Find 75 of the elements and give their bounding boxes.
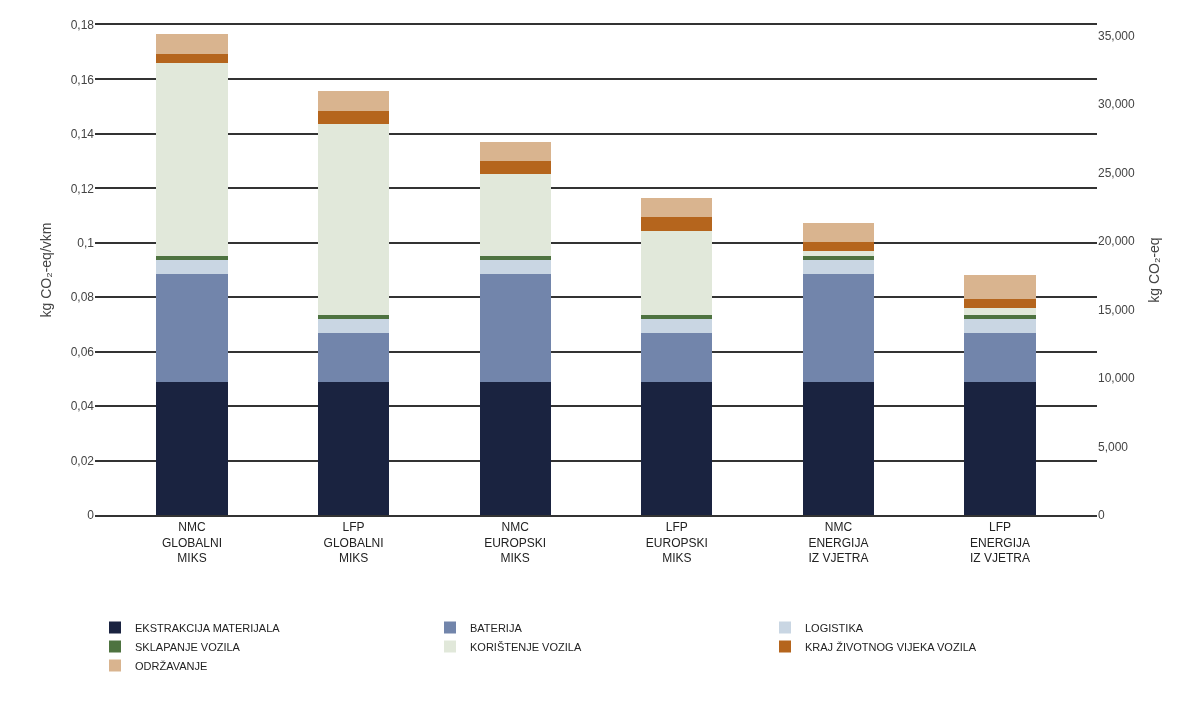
bar <box>156 260 228 275</box>
bar <box>802 274 874 382</box>
bar <box>156 54 228 63</box>
bar <box>156 381 228 515</box>
bar <box>802 260 874 275</box>
bar <box>964 308 1036 315</box>
y-axis-title: kg CO₂-eq/vkm <box>38 222 55 318</box>
bar <box>641 314 713 319</box>
y2-tick-label: 30,000 <box>1098 97 1136 112</box>
bar <box>641 332 713 382</box>
bar <box>802 251 874 257</box>
bar <box>318 91 390 112</box>
bar <box>964 319 1036 333</box>
bar <box>802 256 874 261</box>
bar <box>641 216 713 231</box>
x-tick-label: NMC GLOBALNI MIKS <box>161 520 222 566</box>
bar <box>156 274 228 382</box>
legend-label: SKLAPANJE VOZILA <box>135 640 241 653</box>
bar <box>318 111 390 124</box>
bar <box>318 314 390 319</box>
x-tick-label: LFP ENERGIJA IZ VJETRA <box>970 520 1031 566</box>
bar <box>318 332 390 382</box>
y-tick-label: 0,16 <box>70 72 95 87</box>
bar <box>641 230 713 315</box>
legend-label: EKSTRAKCIJA MATERIJALA <box>135 621 281 634</box>
y2-tick-label: 35,000 <box>1098 28 1136 43</box>
y-tick-label: 0,04 <box>70 399 95 414</box>
x-tick-label: NMC EUROPSKI MIKS <box>484 520 547 566</box>
y-tick-label: 0,08 <box>70 290 95 305</box>
y2-axis-title: kg CO₂-eq <box>1146 237 1163 303</box>
bar <box>964 314 1036 319</box>
y-tick-label: 0 <box>87 508 95 523</box>
bar <box>479 381 551 515</box>
bar <box>641 319 713 333</box>
y2-tick-label: 25,000 <box>1098 165 1136 180</box>
bar <box>641 198 713 217</box>
bar <box>156 33 228 55</box>
bar <box>318 123 390 315</box>
bar <box>964 275 1036 300</box>
y2-tick-label: 15,000 <box>1098 302 1136 317</box>
legend-label: BATERIJA <box>470 621 523 634</box>
bar <box>479 141 551 162</box>
bar <box>479 256 551 261</box>
y-tick-label: 0,06 <box>70 344 95 359</box>
bar <box>964 332 1036 382</box>
bar <box>964 299 1036 309</box>
y2-tick-label: 5,000 <box>1098 439 1129 454</box>
y-tick-label: 0,1 <box>77 235 95 250</box>
bar <box>318 381 390 515</box>
y-tick-label: 0,12 <box>70 181 95 196</box>
bar <box>802 242 874 252</box>
x-tick-label: LFP GLOBALNI MIKS <box>323 520 384 566</box>
bar <box>479 260 551 275</box>
bar <box>156 62 228 257</box>
bar <box>964 381 1036 515</box>
bar <box>802 222 874 243</box>
y2-tick-label: 0 <box>1098 508 1105 523</box>
bar <box>479 173 551 257</box>
bar <box>802 381 874 515</box>
y-tick-label: 0,02 <box>70 453 95 468</box>
bar <box>479 274 551 382</box>
y-tick-label: 0,14 <box>70 127 95 142</box>
y2-tick-label: 10,000 <box>1098 371 1136 386</box>
x-tick-label: LFP EUROPSKI MIKS <box>645 520 708 566</box>
bar <box>641 381 713 515</box>
bar <box>318 319 390 333</box>
bar <box>479 161 551 174</box>
bar <box>156 256 228 261</box>
legend-label: LOGISTIKA <box>805 621 864 634</box>
legend-label: ODRŽAVANJE <box>135 659 208 672</box>
legend-label: KRAJ ŽIVOTNOG VIJEKA VOZILA <box>805 640 977 653</box>
x-tick-label: NMC ENERGIJA IZ VJETRA <box>808 520 869 566</box>
y2-tick-label: 20,000 <box>1098 234 1136 249</box>
y-tick-label: 0,18 <box>70 18 95 33</box>
legend-label: KORIŠTENJE VOZILA <box>470 640 582 653</box>
